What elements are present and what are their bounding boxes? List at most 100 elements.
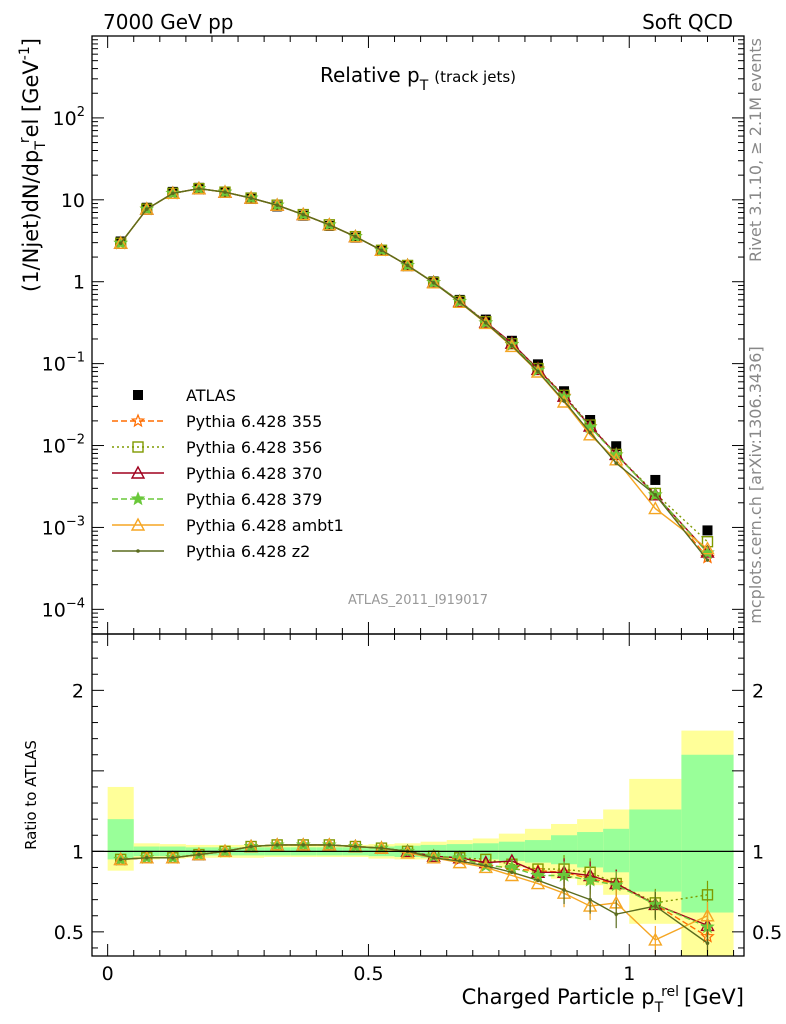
ratio-series-line	[120, 844, 708, 944]
data-point	[144, 855, 149, 860]
data-point	[705, 941, 710, 945]
y-tick-label-ratio-right: 0.5	[752, 922, 782, 944]
series-line	[120, 187, 709, 561]
legend-item: Pythia 6.428 379	[112, 490, 322, 509]
data-point	[478, 315, 493, 330]
y-tick-label-main: 1	[73, 272, 85, 294]
y-tick-label-main: 10−1	[42, 351, 85, 376]
data-point	[353, 844, 358, 849]
header-right: Soft QCD	[642, 10, 733, 34]
data-point	[400, 257, 415, 272]
ratio-plot-frame	[91, 633, 745, 957]
data-point	[648, 501, 663, 515]
data-point	[702, 525, 713, 536]
legend-label: Pythia 6.428 355	[186, 412, 322, 431]
data-point	[191, 181, 207, 195]
data-point	[249, 844, 253, 849]
data-point	[608, 877, 624, 892]
data-point	[171, 855, 175, 860]
data-point	[611, 441, 622, 452]
y-axis-label-ratio: Ratio to ATLAS	[22, 740, 40, 850]
data-point	[700, 541, 715, 555]
data-point	[588, 897, 592, 902]
data-point	[504, 868, 520, 882]
data-point	[130, 413, 146, 428]
data-point	[510, 870, 514, 875]
data-point	[582, 872, 598, 887]
legend-label: Pythia 6.428 379	[186, 490, 322, 509]
data-point	[113, 235, 128, 249]
series-pythia-6-428-z2	[118, 186, 710, 562]
chart-title-sub: T	[419, 78, 429, 94]
data-point	[118, 241, 123, 246]
legend-item: Pythia 6.428 370	[112, 464, 322, 483]
data-point	[536, 369, 540, 374]
y-tick-label-ratio: 1	[72, 841, 84, 863]
data-point	[510, 344, 514, 348]
data-point	[118, 857, 123, 862]
data-point	[484, 321, 488, 325]
y-tick-label-main: 10−4	[42, 596, 85, 621]
data-point	[275, 843, 279, 847]
data-point	[327, 223, 332, 227]
legend-label: Pythia 6.428 z2	[186, 542, 310, 561]
data-point	[562, 888, 566, 892]
data-point	[249, 196, 253, 200]
data-point	[301, 212, 306, 217]
y-tick-label-main: 10	[61, 190, 85, 212]
legend-label: Pythia 6.428 356	[186, 438, 322, 457]
data-point	[426, 275, 441, 289]
rivet-version: Rivet 3.1.10, ≥ 2.1M events	[746, 38, 765, 262]
data-point	[379, 846, 384, 850]
data-point	[132, 441, 144, 453]
data-point	[562, 399, 566, 403]
legend-item: Pythia 6.428 ambt1	[112, 516, 344, 535]
data-point	[374, 242, 389, 256]
chart-title-extra: (track jets)	[434, 68, 516, 86]
data-point	[348, 229, 363, 243]
series-line	[120, 187, 708, 543]
legend-item: Pythia 6.428 355	[112, 412, 322, 431]
header-left: 7000 GeV pp	[103, 10, 234, 34]
chart-title: Relative pT (track jets)	[320, 63, 516, 94]
data-point	[614, 461, 619, 465]
data-point	[353, 234, 358, 239]
data-point	[705, 558, 710, 562]
data-point	[431, 281, 436, 285]
data-point	[701, 889, 714, 901]
y-axis-label-main: (1/Njet)dN/dpTrel [GeV-1]	[17, 38, 49, 292]
data-point	[530, 364, 546, 378]
chart-title-main: Relative p	[320, 63, 420, 87]
data-point	[700, 908, 715, 922]
data-point	[197, 852, 201, 857]
data-point	[275, 203, 279, 207]
data-point	[653, 904, 658, 908]
data-point	[223, 190, 227, 194]
data-point	[379, 248, 384, 253]
data-point	[144, 207, 149, 211]
data-point	[457, 859, 462, 863]
data-point	[136, 549, 140, 553]
ratio-band-green	[629, 809, 682, 892]
data-point	[614, 912, 619, 916]
data-point	[452, 294, 467, 309]
data-point	[133, 390, 143, 400]
data-point	[130, 465, 146, 479]
data-point	[504, 339, 520, 353]
data-point	[530, 876, 546, 890]
data-point	[653, 493, 658, 497]
data-point	[130, 491, 146, 506]
y-tick-label-main: 10−2	[42, 433, 85, 458]
data-point	[556, 394, 572, 408]
y-tick-label-ratio: 2	[72, 680, 84, 702]
legend-item: ATLAS	[133, 386, 236, 405]
data-point	[197, 186, 201, 191]
x-tick-label: 0.5	[353, 963, 383, 985]
data-point	[588, 430, 592, 435]
analysis-id: ATLAS_2011_I919017	[348, 593, 488, 608]
y-tick-label-main: 102	[53, 105, 85, 130]
data-point	[301, 843, 306, 847]
y-tick-label-main: 10−3	[42, 514, 85, 539]
data-point	[457, 300, 462, 304]
